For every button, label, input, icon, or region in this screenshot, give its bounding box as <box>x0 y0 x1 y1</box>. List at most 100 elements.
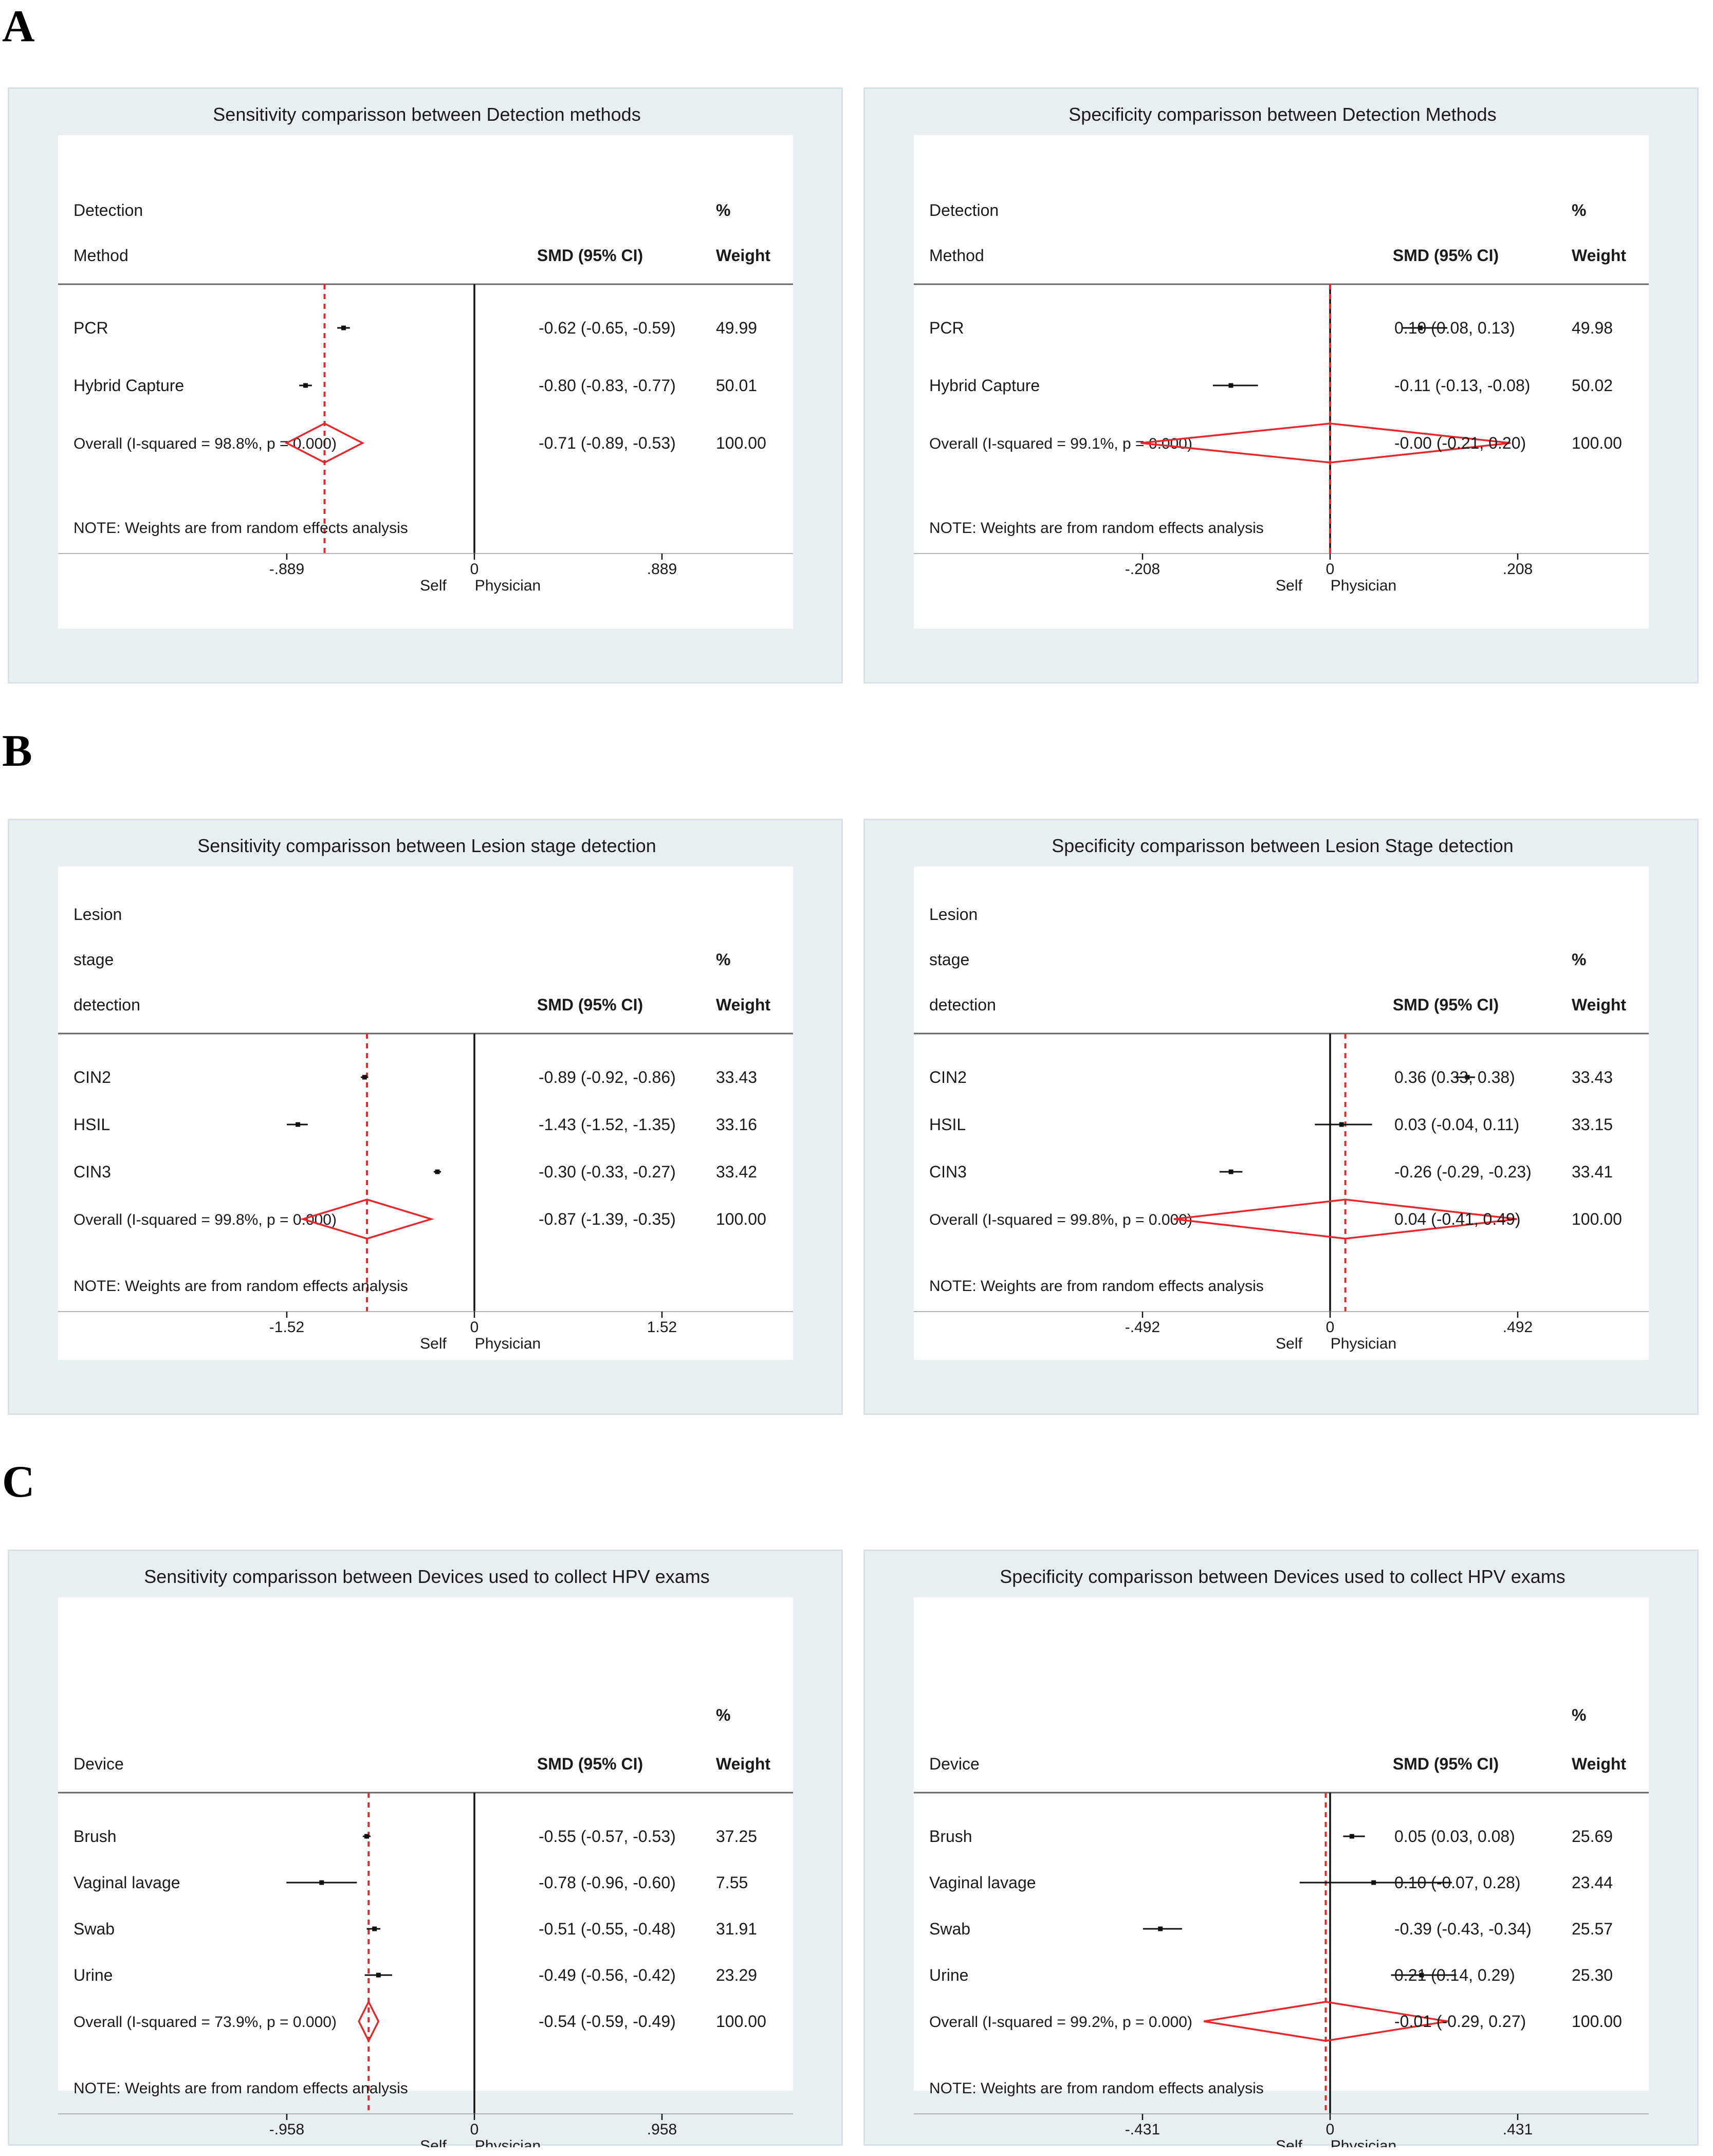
row-smd: -1.43 (-1.52, -1.35) <box>539 1115 676 1134</box>
overall-diamond <box>358 2000 380 2043</box>
row-label: CIN2 <box>929 1068 967 1086</box>
x-tick-label: -.889 <box>269 561 304 578</box>
overall-label: Overall (I-squared = 99.8%, p = 0.000) <box>929 1211 1192 1228</box>
weight-header: Weight <box>1572 996 1626 1014</box>
point-estimate <box>1417 325 1423 330</box>
row-label: HSIL <box>929 1115 966 1134</box>
row-weight: 37.25 <box>716 1827 757 1846</box>
row-weight: 50.01 <box>716 376 757 395</box>
x-tick-label: .492 <box>1503 1319 1533 1336</box>
row-smd: -0.51 (-0.55, -0.48) <box>539 1920 676 1938</box>
row-weight: 25.57 <box>1572 1920 1613 1938</box>
row-weight: 7.55 <box>716 1873 748 1892</box>
row-smd: 0.03 (-0.04, 0.11) <box>1394 1115 1519 1134</box>
overall-diamond <box>284 422 365 464</box>
physician-label: Physician <box>475 577 541 594</box>
row-smd: 0.21 (0.14, 0.29) <box>1394 1966 1515 1984</box>
row-smd: -0.80 (-0.83, -0.77) <box>539 376 676 395</box>
overall-weight: 100.00 <box>716 2012 766 2031</box>
smd-header: SMD (95% CI) <box>1393 246 1499 265</box>
group-header-1: stage <box>929 950 969 969</box>
forest-plot-specificity-devices: Specificity comparisson between Devices … <box>863 1550 1699 2147</box>
overall-label: Overall (I-squared = 99.2%, p = 0.000) <box>929 2014 1192 2031</box>
row-weight: 23.44 <box>1572 1873 1613 1892</box>
overall-label: Overall (I-squared = 73.9%, p = 0.000) <box>73 2014 337 2031</box>
pct-header: % <box>716 1706 730 1724</box>
pct-header: % <box>1572 1706 1586 1724</box>
overall-smd: -0.54 (-0.59, -0.49) <box>539 2012 676 2031</box>
row-label: CIN3 <box>929 1163 967 1181</box>
plot-area <box>914 135 1649 629</box>
x-tick-label: .958 <box>647 2121 677 2138</box>
plot-area <box>58 135 793 629</box>
group-header-0: Device <box>929 1755 980 1773</box>
pct-header: % <box>1572 201 1586 219</box>
x-tick-label: -.431 <box>1125 2121 1160 2138</box>
x-tick-label: -1.52 <box>269 1319 304 1336</box>
group-header-2: detection <box>73 996 140 1014</box>
point-estimate <box>1158 1926 1163 1931</box>
row-label: Brush <box>929 1827 972 1846</box>
forest-plot-specificity-detection: Specificity comparisson between Detectio… <box>863 87 1699 684</box>
weight-header: Weight <box>716 1755 770 1773</box>
overall-smd: -0.87 (-1.39, -0.35) <box>539 1210 676 1228</box>
self-label: Self <box>420 2137 447 2147</box>
x-tick-label: 0 <box>470 2121 479 2138</box>
row-smd: -0.55 (-0.57, -0.53) <box>539 1827 676 1846</box>
overall-weight: 100.00 <box>1572 2012 1622 2031</box>
point-estimate <box>1419 1973 1424 1978</box>
pct-header: % <box>1572 950 1586 969</box>
chart-title: Sensitivity comparisson between Detectio… <box>213 104 640 125</box>
note-text: NOTE: Weights are from random effects an… <box>929 520 1264 537</box>
chart-title: Specificity comparisson between Devices … <box>1000 1566 1565 1587</box>
forest-plot-sensitivity-devices: Sensitivity comparisson between Devices … <box>8 1550 843 2147</box>
overall-weight: 100.00 <box>1572 434 1622 452</box>
point-estimate <box>341 325 346 330</box>
row-weight: 49.98 <box>1572 319 1613 337</box>
x-tick-label: -.492 <box>1125 1319 1160 1336</box>
overall-weight: 100.00 <box>716 434 766 452</box>
overall-label: Overall (I-squared = 98.8%, p = 0.000) <box>73 435 337 452</box>
point-estimate <box>364 1834 369 1839</box>
row-label: Urine <box>929 1966 968 1984</box>
row-label: Brush <box>73 1827 117 1846</box>
row-label: CIN3 <box>73 1163 111 1181</box>
plot-area <box>58 1597 793 2091</box>
pct-header: % <box>716 201 730 219</box>
chart-title: Specificity comparisson between Lesion S… <box>1052 835 1514 856</box>
row-weight: 33.43 <box>716 1068 757 1086</box>
point-estimate <box>372 1926 377 1931</box>
section-letter-c: C <box>2 1457 35 1507</box>
section-letter-b: B <box>2 726 32 776</box>
group-header-1: stage <box>73 950 114 969</box>
note-text: NOTE: Weights are from random effects an… <box>929 1278 1264 1295</box>
weight-header: Weight <box>1572 246 1626 265</box>
weight-header: Weight <box>1572 1755 1626 1773</box>
group-header-2: detection <box>929 996 996 1014</box>
forest-plot-svg: Sensitivity comparisson between Devices … <box>58 1566 793 2147</box>
smd-header: SMD (95% CI) <box>537 246 643 265</box>
row-label: Swab <box>929 1920 970 1938</box>
weight-header: Weight <box>716 246 770 265</box>
forest-plot-svg: Sensitivity comparisson between Detectio… <box>58 104 793 629</box>
point-estimate <box>435 1169 440 1174</box>
overall-smd: -0.00 (-0.21, 0.20) <box>1394 434 1526 452</box>
row-smd: -0.26 (-0.29, -0.23) <box>1394 1163 1532 1181</box>
row-smd: 0.05 (0.03, 0.08) <box>1394 1827 1515 1846</box>
x-tick-label: 0 <box>470 561 479 578</box>
group-header-0: Detection <box>73 201 143 219</box>
row-weight: 33.16 <box>716 1115 757 1134</box>
row-smd: 0.10 (-0.07, 0.28) <box>1394 1873 1520 1892</box>
overall-weight: 100.00 <box>1572 1210 1622 1228</box>
self-label: Self <box>1276 577 1302 594</box>
smd-header: SMD (95% CI) <box>1393 1755 1499 1773</box>
self-label: Self <box>420 577 447 594</box>
section-letter-a: A <box>2 2 35 51</box>
row-weight: 33.15 <box>1572 1115 1613 1134</box>
x-tick-label: 1.52 <box>647 1319 677 1336</box>
row-smd: 0.10 (0.08, 0.13) <box>1394 319 1515 337</box>
row-label: PCR <box>73 319 108 337</box>
chart-title: Sensitivity comparisson between Lesion s… <box>197 835 656 856</box>
row-weight: 50.02 <box>1572 376 1613 395</box>
forest-plot-svg: Specificity comparisson between Devices … <box>914 1566 1649 2147</box>
